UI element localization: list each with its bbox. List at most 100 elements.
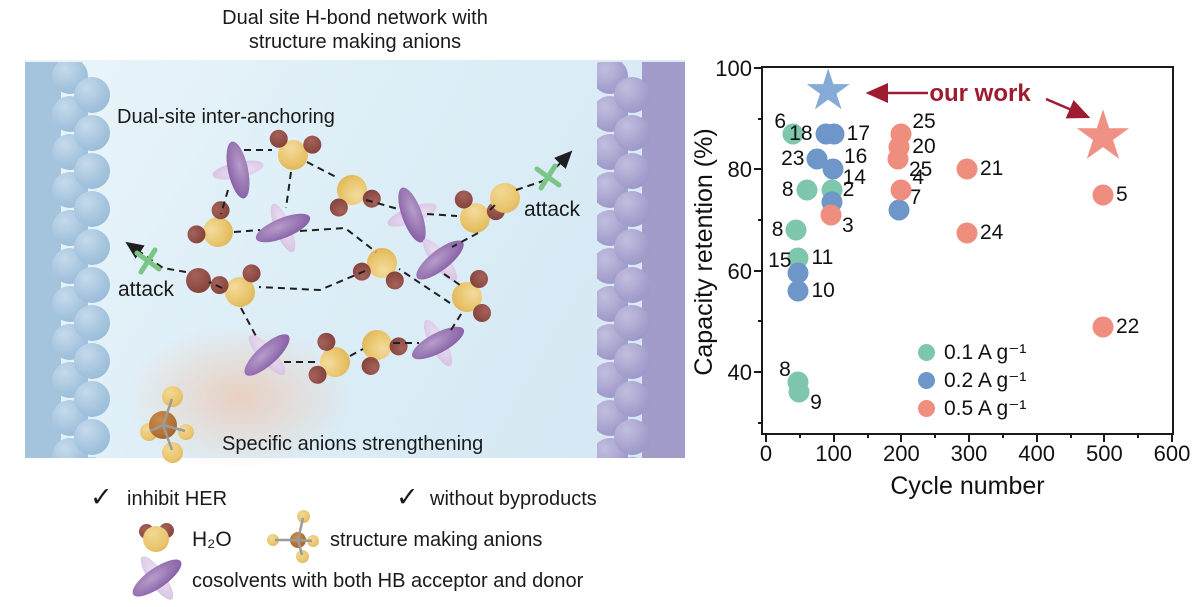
y-axis-minor-tick bbox=[758, 421, 763, 424]
y-tick-label: 60 bbox=[727, 258, 752, 284]
scatter-point bbox=[956, 222, 978, 244]
y-axis-minor-tick bbox=[758, 219, 763, 222]
scatter-point bbox=[887, 148, 909, 170]
electrode-sphere bbox=[614, 115, 650, 151]
scatter-point bbox=[787, 262, 809, 284]
point-label: 5 bbox=[1115, 182, 1128, 206]
x-axis-tick bbox=[1171, 433, 1173, 442]
electrode-sphere bbox=[614, 457, 650, 458]
point-label: 7 bbox=[909, 185, 922, 209]
electrode-sphere bbox=[614, 381, 650, 417]
electrode-sphere bbox=[614, 229, 650, 265]
chart-legend-label: 0.5 A g⁻¹ bbox=[944, 396, 1027, 420]
point-label: 22 bbox=[1115, 314, 1140, 338]
electrode-sphere bbox=[74, 419, 110, 455]
legend-anion-oxygen bbox=[296, 509, 310, 523]
x-axis-minor-tick bbox=[1069, 433, 1072, 438]
y-tick-label: 80 bbox=[727, 157, 752, 183]
y-axis-tick bbox=[754, 67, 763, 69]
electrode-sphere bbox=[614, 153, 650, 189]
legend-anion-oxygen bbox=[267, 534, 279, 546]
x-axis-minor-tick bbox=[866, 433, 869, 438]
y-axis-tick bbox=[754, 371, 763, 374]
point-label: 16 bbox=[843, 145, 868, 169]
scatter-point bbox=[788, 381, 810, 403]
x-axis-label: Cycle number bbox=[890, 472, 1045, 500]
scatter-point bbox=[1092, 184, 1114, 206]
electrode-sphere bbox=[74, 305, 110, 341]
chart-legend-row: 0.5 A g⁻¹ bbox=[918, 394, 1026, 422]
figure-title-line2: structure making anions bbox=[248, 31, 462, 53]
anions-strengthening-label: Specific anions strengthening bbox=[222, 433, 484, 455]
attack-label-right: attack bbox=[524, 198, 581, 221]
electrode-sphere bbox=[74, 457, 110, 458]
plot-frame bbox=[761, 66, 1174, 435]
check-label-inhibit-her: inhibit HER bbox=[127, 488, 228, 510]
inter-anchoring-label: Dual-site inter-anchoring bbox=[117, 106, 335, 128]
point-label: 14 bbox=[842, 165, 866, 189]
anion-oxygen-sphere bbox=[161, 441, 183, 463]
point-label: 3 bbox=[841, 214, 854, 237]
x-tick-label: 500 bbox=[1085, 441, 1123, 466]
x-tick-label: 0 bbox=[759, 441, 773, 466]
legend-water-oxygen bbox=[143, 526, 169, 552]
electrode-sphere bbox=[74, 191, 110, 227]
electrode-sphere bbox=[74, 153, 110, 189]
scatter-point bbox=[785, 219, 807, 241]
cosolvent-dark-lobe bbox=[127, 553, 187, 603]
x-axis-minor-tick bbox=[798, 433, 801, 438]
scatter-point bbox=[820, 204, 842, 226]
electrode-sphere bbox=[74, 229, 110, 265]
chart-legend-swatch bbox=[918, 371, 935, 389]
point-label: 18 bbox=[789, 121, 813, 145]
x-axis-tick bbox=[765, 433, 767, 442]
electrode-sphere bbox=[614, 343, 650, 379]
x-axis-tick bbox=[1103, 433, 1106, 442]
point-label: 25 bbox=[908, 158, 933, 182]
checkmark-icon: ✓ bbox=[90, 482, 113, 513]
our-work-star: ★ bbox=[1072, 96, 1134, 176]
point-label: 20 bbox=[912, 134, 936, 158]
our-work-annotation: our work bbox=[929, 80, 1031, 107]
scatter-point bbox=[956, 158, 978, 180]
y-axis-label: Capacity retention (%) bbox=[690, 128, 718, 376]
anion-oxygen-sphere bbox=[178, 424, 194, 440]
y-axis-minor-tick bbox=[758, 117, 763, 120]
point-label: 9 bbox=[810, 391, 822, 415]
right-electrode bbox=[597, 62, 685, 458]
legend-anion-center bbox=[290, 532, 306, 548]
point-label: 17 bbox=[846, 121, 871, 145]
electrode-sphere bbox=[74, 381, 110, 417]
attack-label-left: attack bbox=[118, 278, 175, 301]
figure-title: Dual site H-bond network with structure … bbox=[135, 6, 575, 54]
legend-anion-oxygen bbox=[307, 535, 319, 547]
scatter-point bbox=[888, 199, 910, 221]
chart-legend-swatch bbox=[918, 399, 935, 417]
anion-oxygen-sphere bbox=[161, 385, 183, 407]
electrode-sphere bbox=[614, 267, 650, 303]
check-label-without-byproducts: without byproducts bbox=[430, 488, 597, 510]
x-tick-label: 100 bbox=[815, 441, 853, 466]
x-tick-label: 200 bbox=[882, 441, 920, 466]
x-axis-minor-tick bbox=[1137, 433, 1140, 438]
point-label: 10 bbox=[811, 279, 835, 303]
point-label: 4 bbox=[912, 165, 925, 189]
x-tick-label: 600 bbox=[1153, 441, 1191, 466]
electrode-sphere bbox=[74, 343, 110, 379]
electrode-sphere bbox=[614, 191, 650, 227]
x-axis-tick bbox=[968, 433, 970, 442]
electrode-sphere bbox=[614, 305, 650, 341]
chart-legend: 0.1 A g⁻¹ 0.2 A g⁻¹ 0.5 A g⁻¹ bbox=[918, 338, 1026, 422]
y-axis-tick bbox=[754, 168, 763, 171]
point-label: 8 bbox=[771, 218, 784, 242]
electrode-sphere bbox=[74, 115, 110, 151]
water-legend-label: H₂O bbox=[192, 528, 232, 551]
point-label: 8 bbox=[779, 358, 791, 382]
y-axis-tick bbox=[754, 269, 763, 272]
point-label: 15 bbox=[768, 249, 792, 273]
x-axis-minor-tick bbox=[1001, 433, 1004, 438]
our-work-star: ★ bbox=[803, 58, 854, 124]
point-label: 11 bbox=[811, 246, 834, 270]
anion-center-sphere bbox=[149, 411, 177, 439]
